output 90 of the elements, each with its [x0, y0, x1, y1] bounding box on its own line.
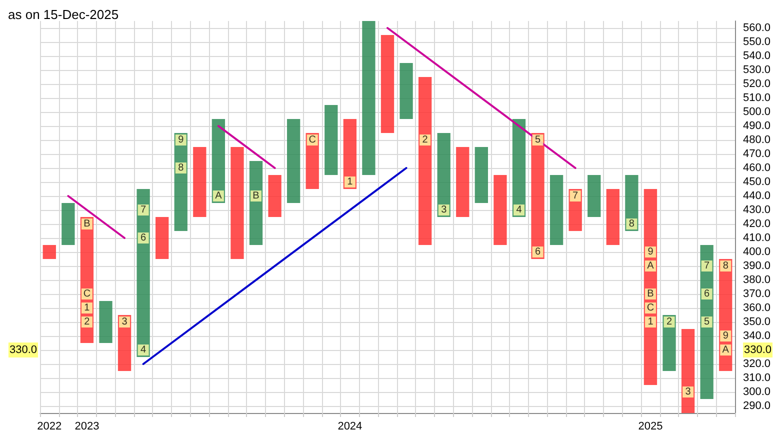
bar	[437, 133, 450, 217]
annotation: A	[215, 190, 222, 202]
bar	[400, 63, 413, 119]
bar	[156, 217, 169, 259]
annotation: 9	[178, 134, 184, 146]
annotation: 9	[648, 246, 654, 258]
bar	[512, 119, 526, 217]
annotation: 330.0	[9, 344, 37, 356]
y-tick-label: 370.0	[743, 288, 771, 300]
y-tick-label: 450.0	[743, 176, 771, 188]
bar	[380, 35, 394, 133]
annotation: 3	[685, 386, 692, 398]
bar	[494, 175, 507, 245]
annotation: 4	[140, 344, 147, 356]
annotation: 3	[441, 204, 448, 216]
annotation: 1	[648, 316, 654, 328]
bar	[456, 147, 470, 217]
annotation: B	[647, 288, 654, 300]
bar	[550, 175, 564, 245]
y-tick-label: 330.0	[744, 344, 772, 356]
chart-title: as on 15-Dec-2025	[8, 7, 119, 22]
y-tick-label: 560.0	[743, 22, 771, 34]
bar	[249, 161, 263, 245]
annotation: 1	[84, 302, 90, 314]
bar	[230, 147, 244, 259]
y-tick-label: 490.0	[743, 120, 771, 132]
y-tick-label: 300.0	[743, 386, 771, 398]
bar	[362, 21, 376, 175]
y-tick-label: 510.0	[743, 92, 771, 104]
annotation: 6	[140, 232, 147, 244]
y-tick-label: 320.0	[743, 358, 771, 370]
annotation: 8	[628, 218, 635, 230]
y-tick-label: 290.0	[743, 400, 771, 412]
y-tick-label: 550.0	[743, 36, 771, 48]
annotation: 6	[704, 288, 710, 300]
y-tick-label: 530.0	[743, 64, 771, 76]
y-tick-label: 390.0	[743, 260, 771, 272]
y-tick-label: 410.0	[743, 232, 771, 244]
annotation: 2	[422, 134, 428, 146]
bar	[474, 147, 488, 203]
annotation: 7	[140, 204, 147, 216]
annotation: C	[646, 302, 654, 314]
annotation: 1	[347, 176, 354, 188]
bar	[42, 245, 56, 259]
y-tick-label: 400.0	[743, 246, 771, 258]
annotation: 5	[704, 316, 710, 328]
annotation: A	[647, 260, 654, 272]
y-tick-label: 500.0	[743, 106, 771, 118]
annotation: C	[83, 288, 91, 300]
annotation: C	[308, 134, 316, 146]
y-tick-label: 380.0	[743, 274, 771, 286]
annotation: 7	[572, 190, 579, 202]
annotation: 7	[704, 260, 710, 272]
x-tick-label: 2023	[74, 420, 100, 432]
annotation: 2	[84, 316, 90, 328]
y-tick-label: 360.0	[743, 302, 771, 314]
y-tick-label: 440.0	[743, 190, 771, 202]
annotation: B	[84, 218, 91, 230]
annotation: 4	[516, 204, 522, 216]
bar	[606, 189, 620, 245]
x-tick-label: 2025	[638, 420, 663, 432]
bar	[62, 203, 75, 245]
bar	[99, 301, 112, 343]
bar	[324, 105, 338, 175]
bar	[193, 147, 206, 217]
y-tick-label: 430.0	[743, 204, 771, 216]
annotation: 3	[122, 316, 128, 328]
y-tick-label: 460.0	[743, 162, 771, 174]
annotation: A	[722, 344, 730, 356]
y-tick-label: 540.0	[743, 50, 771, 62]
annotation: 9	[722, 330, 729, 342]
y-tick-label: 520.0	[743, 78, 771, 90]
y-tick-label: 420.0	[743, 218, 771, 230]
x-tick-label: 2024	[338, 420, 362, 432]
bar	[418, 77, 432, 245]
y-tick-label: 470.0	[743, 148, 771, 160]
bar	[268, 175, 282, 217]
y-tick-label: 350.0	[743, 316, 771, 328]
x-tick-label: 2022	[37, 420, 62, 432]
y-tick-label: 310.0	[743, 372, 771, 384]
annotation: B	[252, 190, 260, 202]
annotation: 8	[722, 260, 729, 272]
y-tick-label: 340.0	[743, 330, 771, 342]
annotation: 5	[534, 134, 541, 146]
bar	[588, 175, 601, 217]
annotation: 6	[534, 246, 541, 258]
annotation: 8	[178, 162, 184, 174]
y-tick-label: 480.0	[743, 134, 771, 146]
annotation: 2	[666, 316, 672, 328]
bar	[287, 119, 300, 203]
